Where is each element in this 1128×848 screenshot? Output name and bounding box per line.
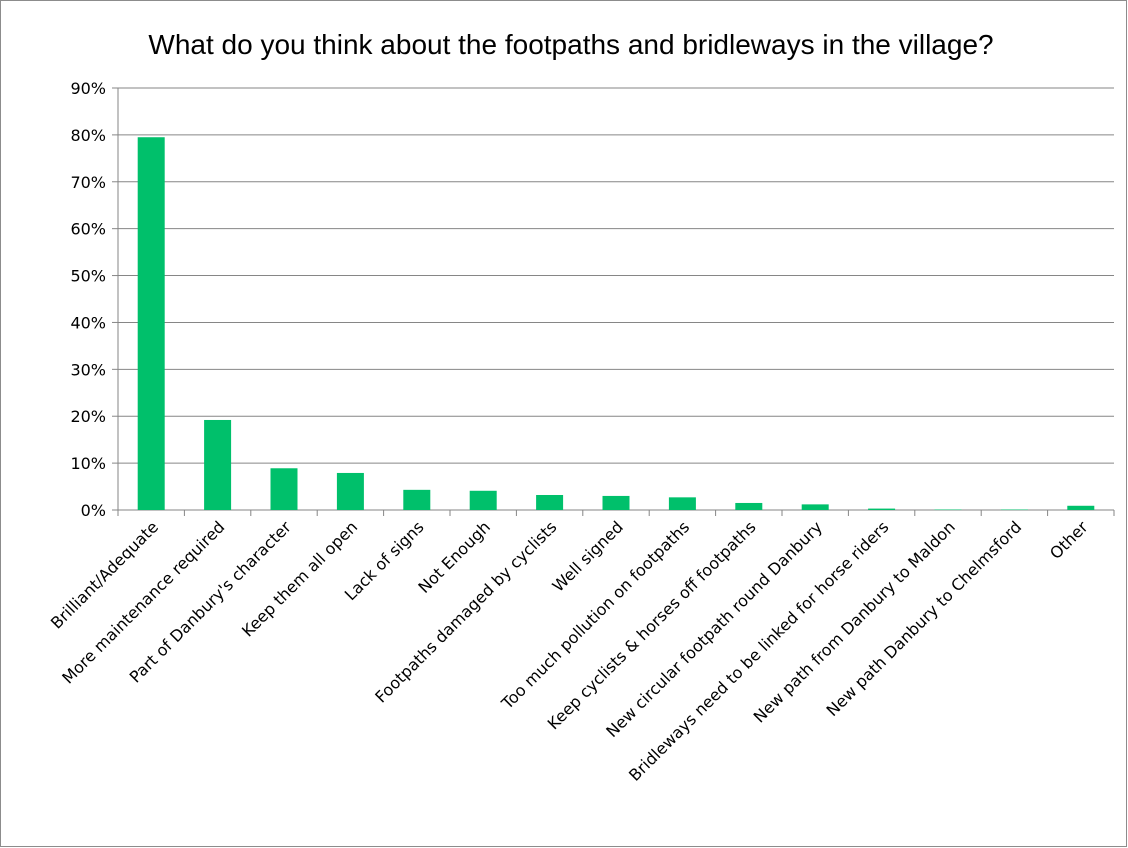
bar bbox=[1000, 509, 1028, 511]
x-tick-label: Other bbox=[1046, 517, 1092, 563]
y-tick-label: 80% bbox=[70, 126, 106, 145]
bar bbox=[801, 504, 829, 510]
y-tick-label: 20% bbox=[70, 407, 106, 426]
y-tick-labels: 0% 10% 20% 30% 40% 50% 60% 70% 80% 90% bbox=[70, 79, 106, 520]
bar bbox=[735, 502, 763, 510]
bar bbox=[270, 468, 298, 510]
bar bbox=[934, 509, 962, 511]
bar bbox=[336, 472, 364, 510]
y-tick-label: 70% bbox=[70, 173, 106, 192]
bar bbox=[668, 497, 696, 510]
x-tick-label: Brilliant/Adequate bbox=[47, 517, 162, 632]
x-tick-label: Keep them all open bbox=[238, 517, 361, 640]
bar bbox=[403, 489, 431, 510]
bar bbox=[1067, 505, 1095, 510]
y-tick-label: 10% bbox=[70, 454, 106, 473]
y-tick-label: 50% bbox=[70, 267, 106, 286]
bar bbox=[602, 495, 630, 510]
gridlines bbox=[118, 87, 1114, 464]
bar bbox=[204, 419, 232, 510]
y-tick-label: 30% bbox=[70, 360, 106, 379]
bar bbox=[536, 494, 564, 510]
bar bbox=[137, 137, 165, 510]
y-tick-label: 40% bbox=[70, 313, 106, 332]
y-tick-label: 60% bbox=[70, 220, 106, 239]
y-tick-label: 0% bbox=[81, 501, 106, 520]
y-tick-label: 90% bbox=[70, 79, 106, 98]
axes bbox=[112, 87, 1115, 516]
bars bbox=[137, 137, 1095, 511]
bar bbox=[868, 508, 896, 510]
chart-title: What do you think about the footpaths an… bbox=[148, 29, 994, 60]
bar bbox=[469, 490, 497, 510]
